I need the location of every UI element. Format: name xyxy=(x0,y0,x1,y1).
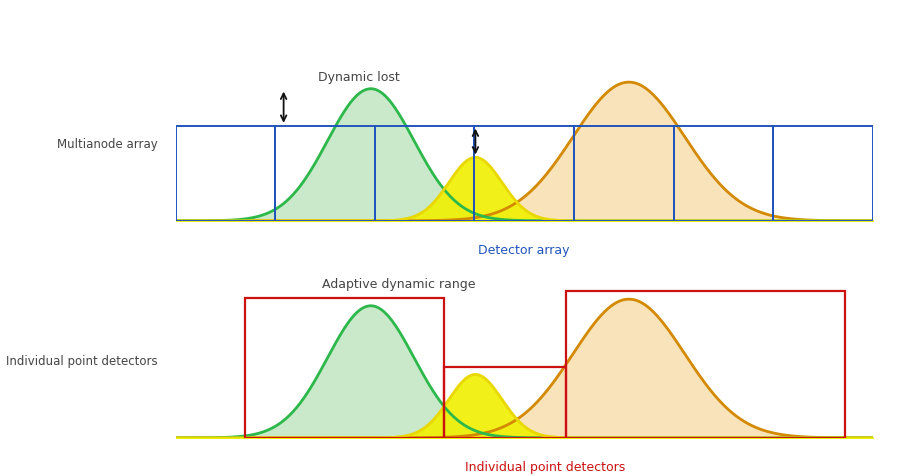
Bar xyxy=(574,127,674,221)
Text: Individual point detectors: Individual point detectors xyxy=(465,460,626,473)
Bar xyxy=(674,127,773,221)
Bar xyxy=(245,298,444,438)
Bar xyxy=(773,127,873,221)
Text: Multianode array: Multianode array xyxy=(58,138,158,151)
Text: Individual point detectors: Individual point detectors xyxy=(6,354,158,367)
Text: Adaptive dynamic range: Adaptive dynamic range xyxy=(322,278,475,290)
Bar xyxy=(566,292,845,438)
Text: Dynamic lost: Dynamic lost xyxy=(319,71,400,84)
Bar xyxy=(275,127,374,221)
Bar xyxy=(176,127,275,221)
Bar xyxy=(444,367,566,438)
Bar xyxy=(474,127,574,221)
Text: Detector array: Detector array xyxy=(479,244,570,257)
Bar xyxy=(374,127,474,221)
